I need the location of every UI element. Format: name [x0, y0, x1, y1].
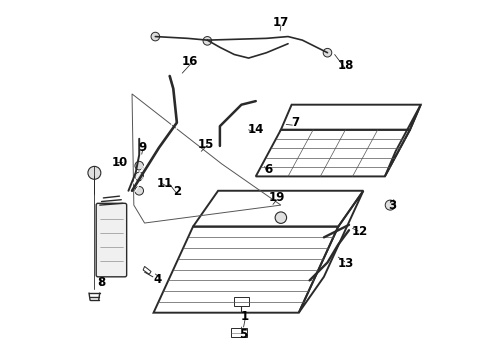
Text: 6: 6	[264, 163, 272, 176]
Text: 16: 16	[181, 55, 197, 68]
Text: 12: 12	[352, 225, 368, 238]
Circle shape	[135, 172, 144, 181]
FancyBboxPatch shape	[96, 203, 126, 277]
Text: 13: 13	[337, 257, 354, 270]
Text: 7: 7	[291, 116, 299, 129]
Circle shape	[88, 166, 101, 179]
Text: 10: 10	[111, 156, 127, 169]
Text: 18: 18	[337, 59, 354, 72]
Text: 9: 9	[139, 141, 147, 154]
Circle shape	[151, 32, 160, 41]
Text: 1: 1	[241, 310, 249, 324]
Circle shape	[323, 48, 332, 57]
Circle shape	[203, 37, 212, 45]
Text: 14: 14	[247, 123, 264, 136]
Text: 4: 4	[153, 273, 161, 286]
Text: 19: 19	[269, 192, 286, 204]
Text: 17: 17	[273, 17, 289, 30]
Circle shape	[385, 200, 395, 210]
Text: 11: 11	[156, 177, 172, 190]
Circle shape	[135, 186, 144, 195]
Text: 8: 8	[98, 276, 106, 289]
Text: 2: 2	[173, 185, 181, 198]
Circle shape	[135, 161, 144, 170]
Text: 3: 3	[388, 199, 396, 212]
Text: 5: 5	[239, 328, 247, 341]
Text: 15: 15	[197, 138, 214, 150]
Circle shape	[275, 212, 287, 224]
